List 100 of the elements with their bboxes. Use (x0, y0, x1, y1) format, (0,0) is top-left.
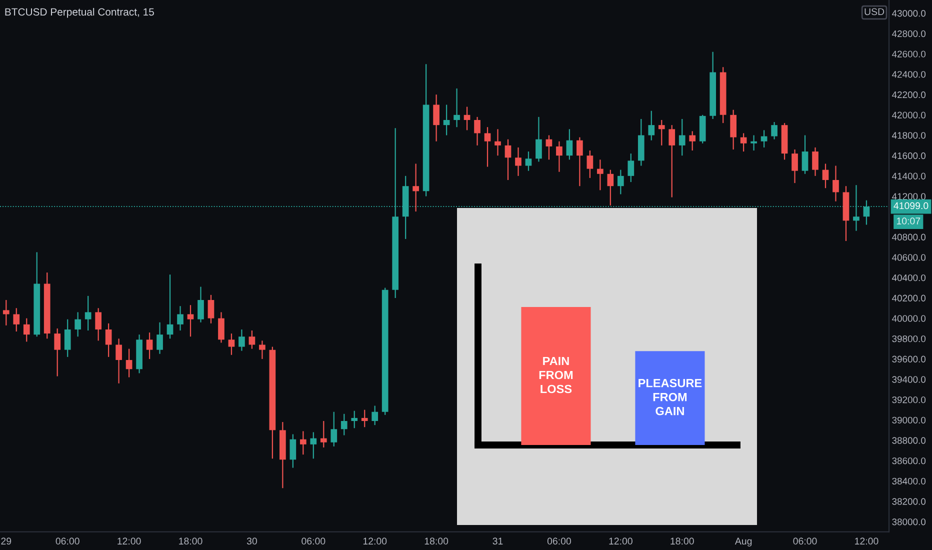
candlestick (238, 328, 245, 352)
candlestick (23, 318, 30, 342)
candlestick (126, 348, 132, 378)
x-tick-label: 18:00 (179, 538, 202, 545)
candlestick (2, 299, 10, 326)
y-tick-label: 38600.0 (892, 457, 926, 464)
y-tick-label: 41400.0 (892, 172, 926, 180)
x-tick-label: 06:00 (56, 538, 80, 545)
candlestick (146, 332, 153, 360)
candlestick (648, 110, 655, 141)
x-tick-label: 31 (492, 538, 503, 545)
candlestick (556, 140, 562, 172)
candlestick (586, 150, 594, 179)
candlestick (361, 409, 368, 428)
x-tick-label: 29 (1, 538, 12, 545)
candlestick (84, 295, 92, 332)
y-tick-label: 42400.0 (892, 71, 926, 78)
candlestick (166, 274, 174, 340)
candlestick (372, 405, 378, 426)
candlestick (750, 134, 757, 152)
y-tick-label: 38000.0 (892, 518, 926, 526)
candlestick (248, 330, 256, 350)
y-tick-label: 40200.0 (892, 294, 926, 302)
candlestick (116, 338, 122, 384)
y-tick-label: 38400.0 (892, 478, 926, 485)
candlestick (290, 434, 296, 468)
candlestick (320, 420, 327, 448)
candlestick (504, 138, 512, 181)
candlestick (760, 130, 768, 148)
y-tick-label: 38800.0 (892, 437, 926, 444)
candlestick (433, 94, 440, 142)
candlestick (668, 124, 676, 198)
candlestick (617, 169, 624, 195)
annotation: USD (864, 8, 884, 16)
y-tick-label: 42200.0 (892, 91, 926, 98)
candlestick (576, 136, 583, 187)
candlestick (330, 411, 338, 447)
candlestick (218, 312, 224, 344)
candlestick (494, 128, 501, 156)
text: 10:07 (896, 218, 920, 224)
y-tick-label: 40400.0 (892, 274, 926, 282)
ref-line-label: 41099.0 (894, 202, 928, 210)
x-tick-label: 12:00 (363, 538, 387, 545)
y-tick-label: 42600.0 (892, 50, 926, 58)
x-tick-label: 06:00 (793, 538, 817, 545)
candlestick (628, 153, 634, 183)
candlestick (198, 286, 204, 323)
candlestick (412, 163, 419, 212)
x-tick-label: 18:00 (424, 538, 448, 545)
candlestick (351, 410, 358, 429)
y-tick-label: 39400.0 (892, 376, 926, 383)
candlestick (792, 148, 798, 184)
candlestick (105, 322, 112, 358)
candlestick (536, 116, 542, 162)
candlestick (228, 332, 235, 356)
y-tick-label: 42800.0 (892, 30, 926, 38)
candlestick (74, 312, 82, 338)
candlestick (546, 134, 552, 160)
x-tick-label: PLEASURE FROM GAIN (638, 378, 702, 416)
y-tick-label: 40800.0 (892, 234, 926, 240)
candlestick (730, 109, 736, 150)
candlestick (658, 119, 665, 146)
candlestick (515, 146, 522, 176)
x-tick-label: 12:00 (855, 538, 878, 545)
candlestick (300, 430, 306, 456)
candlestick (340, 413, 348, 436)
y-tick-label: 41600.0 (892, 152, 926, 160)
candlestick (678, 118, 686, 156)
text: BTCUSD Perpetual Contract, 15 (5, 8, 154, 18)
candlestick (802, 134, 808, 174)
x-tick-label: PAIN FROM LOSS (539, 356, 573, 394)
y-tick-label: 41800.0 (892, 132, 926, 139)
x-tick-label: 06:00 (547, 538, 571, 545)
candlestick (443, 104, 450, 136)
y-tick-label: 39600.0 (892, 356, 926, 362)
candlestick (740, 132, 747, 152)
x-tick-label: 06:00 (302, 538, 326, 545)
candlestick (208, 294, 214, 324)
candlestick (832, 165, 839, 202)
candlestick (474, 116, 480, 146)
candlestick (822, 163, 829, 189)
y-tick-label: 40000.0 (892, 315, 926, 322)
candlestick (689, 130, 696, 152)
x-tick-label: 30 (246, 538, 257, 545)
x-tick-label: 12:00 (118, 538, 141, 545)
candlestick (95, 308, 102, 342)
y-tick-label: 39000.0 (892, 416, 926, 424)
candlestick (464, 106, 470, 131)
candlestick (525, 150, 532, 172)
candlestick (13, 308, 20, 332)
y-tick-label: 39800.0 (892, 335, 926, 342)
candlestick (54, 328, 61, 377)
y-tick-label: 39200.0 (892, 396, 926, 404)
y-tick-label: 38200.0 (892, 498, 926, 505)
x-tick-label: 12:00 (609, 538, 632, 545)
candlestick (177, 306, 184, 332)
candlestick (812, 146, 818, 176)
candlestick (484, 126, 491, 168)
candlestick (259, 340, 266, 360)
candlestick (187, 304, 194, 338)
